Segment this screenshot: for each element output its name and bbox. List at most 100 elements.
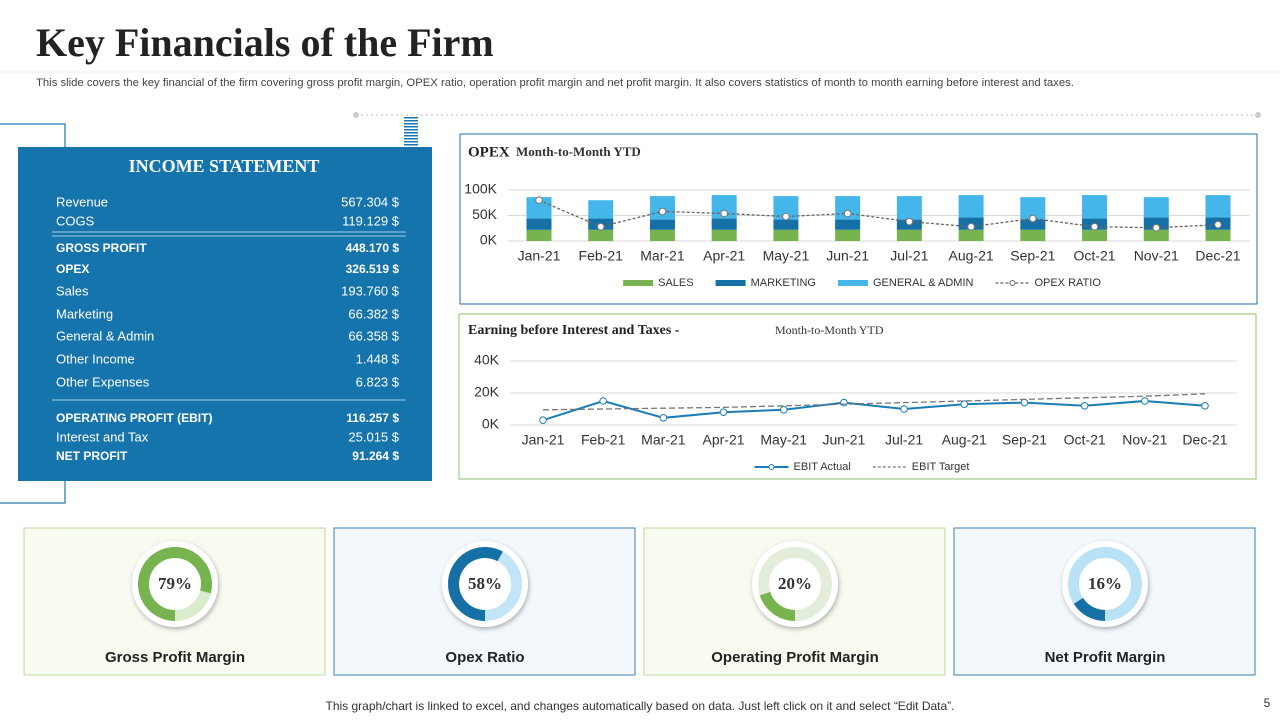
- bar-segment: [1082, 195, 1108, 219]
- row-label: OPERATING PROFIT (EBIT): [56, 411, 212, 425]
- legend-swatch: [623, 280, 654, 286]
- series-line: [542, 393, 1206, 411]
- bar-segment: [526, 218, 552, 230]
- stripes: [404, 116, 418, 148]
- row-label: NET PROFIT: [56, 449, 128, 463]
- x-tick-label: Jun-21: [823, 432, 866, 448]
- point-marker: [720, 209, 728, 218]
- bar-segment: [588, 229, 614, 241]
- x-tick-label: Sep-21: [1010, 248, 1055, 264]
- bar-segment: [1082, 229, 1108, 241]
- point-marker: [596, 222, 605, 231]
- x-tick-label: Apr-21: [703, 248, 745, 264]
- chart-title: Earning before Interest and Taxes -: [468, 323, 680, 338]
- income-title: INCOME STATEMENT: [129, 156, 320, 176]
- chart-subtitle: Month-to-Month YTD: [516, 144, 641, 159]
- x-tick-label: Oct-21: [1074, 248, 1116, 264]
- donut-arc: [1073, 597, 1106, 621]
- point-marker: [967, 222, 975, 231]
- bar-segment: [958, 229, 984, 241]
- point-marker: [1214, 220, 1222, 229]
- point-marker: [1152, 223, 1161, 232]
- x-tick-label: Oct-21: [1064, 432, 1106, 448]
- kpi-title: Net Profit Margin: [1045, 649, 1166, 666]
- row-label: OPEX: [56, 262, 89, 276]
- point-marker: [719, 408, 728, 417]
- rule-dot: [1255, 112, 1261, 118]
- point-marker: [960, 400, 969, 409]
- legend-label: SALES: [658, 277, 693, 289]
- x-tick-label: Aug-21: [942, 432, 987, 448]
- point-marker: [658, 207, 667, 216]
- x-tick-label: Jan-21: [522, 432, 565, 448]
- donut-arc: [759, 591, 796, 621]
- legend-label: EBIT Target: [912, 461, 970, 473]
- point-marker: [905, 217, 914, 226]
- row-value: 25.015 $: [348, 429, 399, 444]
- y-tick-label: 0K: [482, 416, 500, 432]
- rule-dot: [353, 112, 359, 118]
- y-tick-label: 0K: [480, 232, 498, 248]
- bar-segment: [1143, 197, 1169, 218]
- row-value: 66.382 $: [348, 306, 399, 321]
- series-line: [542, 399, 1206, 422]
- kpi-title: Opex Ratio: [445, 649, 524, 666]
- point-marker: [1020, 398, 1029, 407]
- point-marker: [843, 209, 852, 218]
- x-tick-label: May-21: [760, 432, 807, 448]
- row-label: COGS: [56, 213, 95, 228]
- bar-segment: [649, 229, 675, 241]
- bar-segment: [1205, 195, 1231, 218]
- y-tick-label: 40K: [474, 352, 500, 368]
- point-marker: [599, 397, 607, 405]
- bar-segment: [649, 219, 675, 230]
- row-label: Sales: [56, 283, 89, 298]
- row-label: Other Income: [56, 351, 135, 366]
- kpi-title: Operating Profit Margin: [711, 649, 879, 666]
- x-tick-label: Aug-21: [949, 248, 994, 264]
- kpi-title: Gross Profit Margin: [105, 649, 245, 666]
- row-label: Marketing: [56, 306, 113, 321]
- row-label: Other Expenses: [56, 374, 150, 389]
- legend-marker: [1009, 280, 1016, 286]
- row-value: 448.170 $: [346, 241, 400, 255]
- point-marker: [535, 196, 543, 204]
- bar-segment: [1020, 197, 1046, 220]
- row-value: 91.264 $: [352, 449, 399, 463]
- income-panel: [18, 147, 432, 481]
- x-tick-label: Jul-21: [885, 432, 923, 448]
- row-label: Revenue: [56, 194, 108, 209]
- x-tick-label: Feb-21: [581, 432, 626, 448]
- legend: SALES MARKETING GENERAL & ADMIN OPEX RATIO: [623, 277, 1101, 289]
- row-value: 6.823 $: [356, 374, 400, 389]
- legend-label: GENERAL & ADMIN: [873, 277, 974, 289]
- point-marker: [779, 406, 788, 414]
- legend-swatch: [838, 280, 868, 286]
- point-marker: [1141, 397, 1149, 405]
- legend-marker: [768, 464, 775, 470]
- legend-label: EBIT Actual: [794, 461, 851, 473]
- row-label: General & Admin: [56, 328, 154, 343]
- row-value: 119.129 $: [342, 213, 400, 228]
- point-marker: [782, 212, 790, 221]
- y-tick-label: 100K: [464, 181, 497, 197]
- y-tick-label: 50K: [472, 206, 498, 222]
- point-marker: [1029, 214, 1037, 223]
- x-tick-label: May-21: [763, 248, 810, 264]
- income-rows: Revenue 567.304 $ COGS 119.129 $ GROSS PROFI…: [52, 194, 406, 463]
- bar-segment: [835, 229, 861, 241]
- chart-subtitle: Month-to-Month YTD: [775, 323, 884, 337]
- x-tick-label: Dec-21: [1182, 432, 1227, 448]
- series-line: [538, 199, 1219, 229]
- bar-segment: [1205, 229, 1231, 241]
- row-label: Interest and Tax: [56, 429, 149, 444]
- page-title: Key Financials of the Firm: [36, 20, 494, 65]
- donut-label: 58%: [468, 574, 502, 593]
- legend-swatch: [715, 280, 746, 286]
- point-marker: [1201, 402, 1209, 410]
- row-value: 567.304 $: [341, 194, 400, 209]
- page-number: 5: [1264, 696, 1271, 710]
- bar-segment: [896, 229, 922, 241]
- bar-segment: [1020, 229, 1046, 241]
